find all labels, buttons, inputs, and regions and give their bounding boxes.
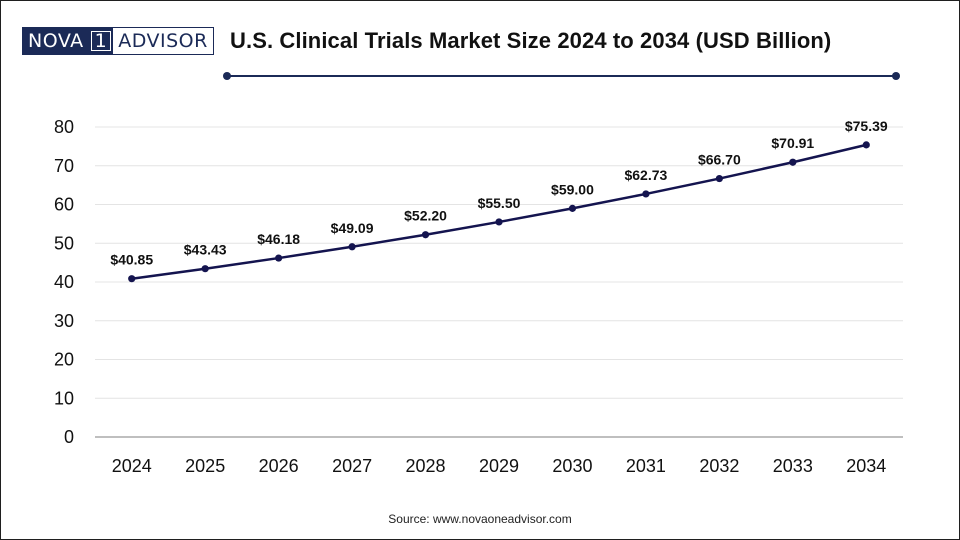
data-point-2026 — [275, 254, 283, 262]
data-point-2032 — [715, 174, 723, 183]
divider-right-dot — [892, 72, 900, 80]
logo-right-text: ADVISOR — [113, 28, 213, 54]
title-divider — [223, 72, 900, 80]
x-tick-label-2031: 2031 — [626, 456, 666, 476]
data-label-2029: $55.50 — [478, 195, 521, 211]
logo-mid-text: 1 — [90, 31, 112, 51]
x-tick-label-2025: 2025 — [185, 456, 225, 476]
data-point-2027 — [348, 243, 356, 251]
data-label-2025: $43.43 — [184, 242, 227, 258]
y-tick-label-40: 40 — [54, 272, 74, 292]
data-point-2033 — [789, 158, 797, 166]
source-note: Source: www.novaoneadvisor.com — [388, 512, 572, 526]
x-tick-label-2028: 2028 — [406, 456, 446, 476]
chart-title: U.S. Clinical Trials Market Size 2024 to… — [230, 28, 832, 53]
data-point-2025 — [201, 265, 209, 273]
data-point-2034 — [862, 141, 870, 149]
data-label-2028: $52.20 — [404, 208, 447, 224]
y-tick-label-0: 0 — [64, 427, 74, 447]
x-tick-label-2033: 2033 — [773, 456, 813, 476]
x-tick-label-2029: 2029 — [479, 456, 519, 476]
logo-left-text: NOVA — [23, 28, 89, 54]
data-point-2029 — [495, 218, 503, 226]
x-tick-label-2034: 2034 — [846, 456, 886, 476]
brand-logo: NOVA 1 ADVISOR — [22, 27, 214, 55]
data-point-2030 — [568, 204, 577, 212]
logo-mid-box: 1 — [88, 28, 114, 54]
x-tick-label-2026: 2026 — [259, 456, 299, 476]
data-label-2034: $75.39 — [845, 118, 888, 134]
data-label-2032: $66.70 — [698, 152, 741, 168]
x-axis-tick-labels: 2024 2025 2026 2027 2028 2029 2030 2031 2032 2033… — [112, 456, 887, 476]
data-label-2027: $49.09 — [331, 220, 374, 236]
data-label-2026: $46.18 — [257, 231, 300, 247]
x-tick-label-2032: 2032 — [699, 456, 739, 476]
y-tick-label-50: 50 — [54, 233, 74, 253]
y-tick-label-60: 60 — [54, 195, 74, 215]
series-line-0 — [131, 143, 867, 280]
y-tick-label-80: 80 — [54, 117, 74, 137]
x-tick-label-2024: 2024 — [112, 456, 152, 476]
data-points — [128, 141, 870, 283]
y-tick-label-10: 10 — [54, 388, 74, 408]
data-labels: $40.85 $43.43 $46.18 $49.09 $52.20 $55.50 $59.… — [110, 118, 888, 268]
x-tick-label-2030: 2030 — [552, 456, 592, 476]
y-tick-label-70: 70 — [54, 156, 74, 176]
grid-lines — [95, 126, 903, 399]
data-label-2031: $62.73 — [624, 167, 667, 183]
x-tick-label-2027: 2027 — [332, 456, 372, 476]
data-point-2028 — [421, 231, 430, 239]
y-tick-label-30: 30 — [54, 311, 74, 331]
data-label-2030: $59.00 — [551, 181, 594, 197]
y-tick-label-20: 20 — [54, 350, 74, 370]
divider-left-dot — [223, 72, 231, 80]
data-point-2024 — [128, 275, 136, 283]
y-axis-tick-labels: 0 10 20 30 40 50 60 70 80 — [54, 117, 74, 447]
data-point-2031 — [642, 190, 650, 198]
data-label-2033: $70.91 — [771, 135, 814, 151]
data-label-2024: $40.85 — [110, 252, 153, 268]
series-line-group — [131, 143, 867, 280]
